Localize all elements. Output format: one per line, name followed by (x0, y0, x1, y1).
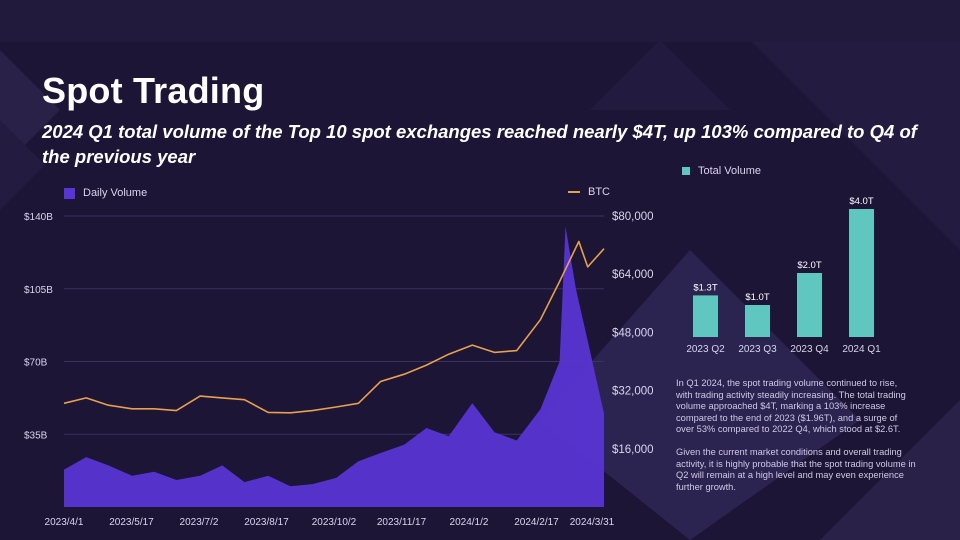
x-tick-label: 2023/8/17 (244, 517, 289, 528)
y-left-tick-label: $70B (24, 358, 48, 369)
bar-category-label: 2023 Q4 (790, 344, 829, 355)
bar-category-label: 2023 Q2 (686, 344, 725, 355)
legend-btc: BTC (568, 186, 610, 198)
y-left-tick-label: $105B (24, 285, 53, 296)
daily-volume-btc-chart: $35B $70B $105B $140B $16,000 $32,000 $48,000… (24, 211, 654, 528)
x-tick-label: 2024/1/2 (450, 517, 489, 528)
y-left-tick-label: $140B (24, 212, 53, 223)
x-tick-label: 2023/4/1 (45, 517, 84, 528)
commentary-text: In Q1 2024, the spot trading volume cont… (676, 378, 916, 504)
commentary-paragraph-2: Given the current market conditions and … (676, 446, 916, 492)
daily-volume-area (64, 226, 604, 507)
bar-category-label: 2023 Q3 (738, 344, 777, 355)
bar-category-label: 2024 Q1 (842, 344, 881, 355)
total-volume-bar (693, 295, 718, 337)
bar-value-label: $2.0T (797, 260, 821, 271)
y-right-tick-label: $80,000 (612, 211, 654, 223)
top-banner-strip (0, 0, 960, 42)
total-volume-bar (745, 305, 770, 337)
x-tick-label: 2023/11/17 (377, 517, 427, 528)
legend-total-volume: Total Volume (682, 165, 761, 177)
x-tick-label: 2023/10/2 (312, 517, 357, 528)
legend-swatch-volume (64, 187, 75, 199)
page-title: Spot Trading (42, 70, 265, 111)
legend-label-btc: BTC (588, 186, 610, 198)
bar-value-label: $1.0T (745, 292, 769, 303)
x-tick-label: 2023/5/17 (109, 517, 154, 528)
x-tick-label: 2023/7/2 (180, 517, 219, 528)
legend-swatch-total (682, 167, 690, 175)
legend-daily-volume: Daily Volume (64, 187, 147, 199)
y-right-tick-label: $16,000 (612, 444, 654, 456)
btc-price-line (63, 240, 605, 414)
bar-value-label: $1.3T (693, 282, 717, 293)
legend-swatch-btc (568, 191, 580, 193)
x-tick-label: 2024/2/17 (514, 517, 559, 528)
bar-value-label: $4.0T (849, 196, 873, 207)
y-right-tick-label: $64,000 (612, 269, 654, 281)
x-tick-label: 2024/3/31 (570, 517, 615, 528)
legend-label-total: Total Volume (698, 165, 761, 177)
legend-label-volume: Daily Volume (83, 187, 148, 199)
y-right-tick-label: $48,000 (612, 327, 654, 339)
total-volume-bar-chart: $1.3T $1.0T $2.0T $4.0T 2023 Q2 2023 Q3 2023 … (686, 196, 881, 355)
page-subtitle: 2024 Q1 total volume of the Top 10 spot … (42, 121, 917, 167)
total-volume-bar (797, 273, 822, 337)
y-right-tick-label: $32,000 (612, 386, 654, 398)
commentary-paragraph-1: In Q1 2024, the spot trading volume cont… (676, 378, 906, 435)
y-left-tick-label: $35B (24, 430, 48, 441)
total-volume-bar (849, 209, 874, 337)
